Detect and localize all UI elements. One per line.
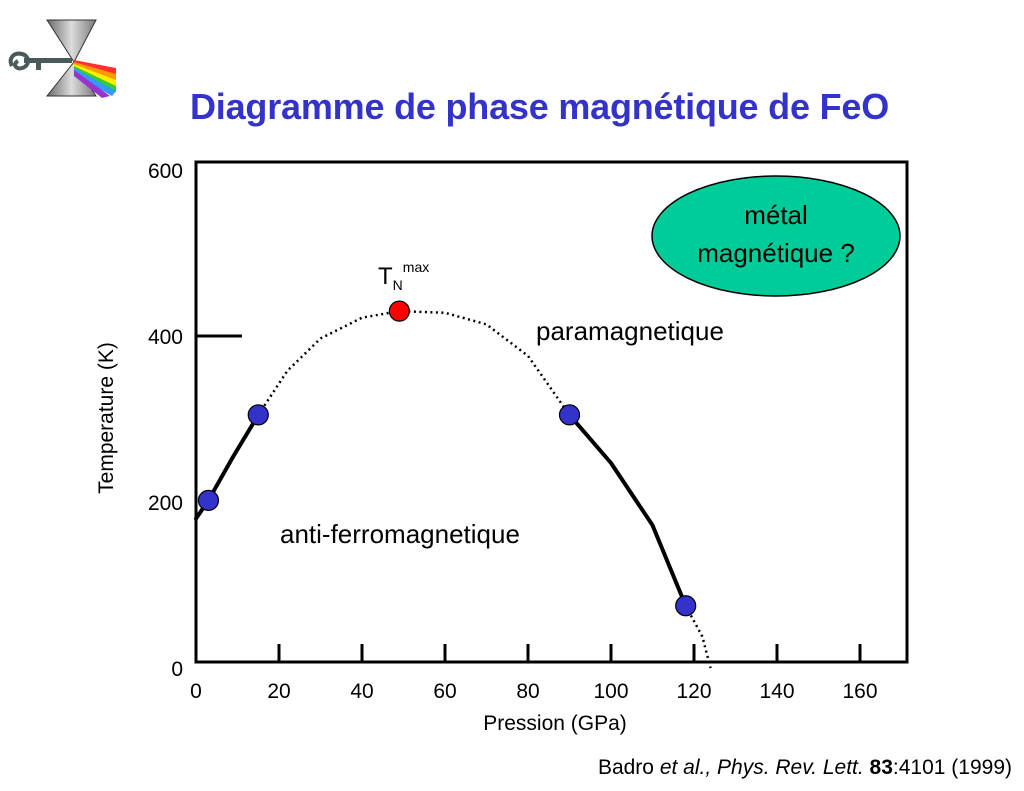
tn-max-sub: N — [393, 277, 403, 293]
data-point — [388, 300, 410, 322]
phase-boundary-solid — [567, 412, 688, 608]
paramagnetic-region-label: paramagnetique — [536, 316, 724, 346]
x-tick-label: 40 — [350, 680, 373, 703]
x-tick-label: 120 — [676, 680, 711, 703]
x-axis-label: Pression (GPa) — [483, 712, 627, 735]
x-tick-label: 0 — [190, 680, 202, 703]
y-axis-label: Temperature (K) — [95, 342, 118, 494]
logo-icon — [8, 19, 116, 98]
phase-boundary-dotted — [684, 605, 712, 669]
x-tick-label: 20 — [267, 680, 290, 703]
citation-pages-year: :4101 (1999) — [892, 756, 1012, 779]
tn-max-main: T — [378, 263, 393, 290]
tn-max-label: TNmax — [378, 259, 429, 293]
metal-region-ellipse — [651, 175, 901, 297]
x-tick-label: 60 — [433, 680, 456, 703]
y-tick-label: 0 — [171, 658, 183, 681]
x-tick-label: 140 — [759, 680, 794, 703]
citation-journal: et al., Phys. Rev. Lett. — [659, 756, 864, 779]
x-tick-label: 100 — [593, 680, 628, 703]
metal-region-label-line1: métal — [744, 200, 808, 230]
phase-boundary-solid — [194, 412, 261, 521]
citation: Badro et al., Phys. Rev. Lett. 83:4101 (… — [598, 756, 1012, 780]
tn-max-sup: max — [403, 259, 429, 275]
data-point — [675, 595, 697, 617]
y-tick-label: 200 — [148, 492, 183, 515]
citation-volume: 83 — [869, 756, 893, 779]
citation-author: Badro — [597, 756, 654, 779]
phase-boundary-dotted — [257, 309, 571, 416]
metal-region-label-line2: magnétique ? — [697, 238, 855, 268]
data-point — [558, 404, 581, 426]
y-tick-label: 600 — [148, 160, 183, 183]
data-point — [247, 404, 269, 426]
x-tick-label: 80 — [516, 680, 539, 703]
y-tick-label: 400 — [148, 326, 183, 349]
antiferromagnetic-region-label: anti-ferromagnetique — [280, 519, 520, 549]
page-title: Diagramme de phase magnétique de FeO — [190, 86, 890, 127]
plot-frame — [194, 160, 909, 664]
data-point — [197, 489, 220, 511]
x-tick-label: 160 — [842, 680, 877, 703]
